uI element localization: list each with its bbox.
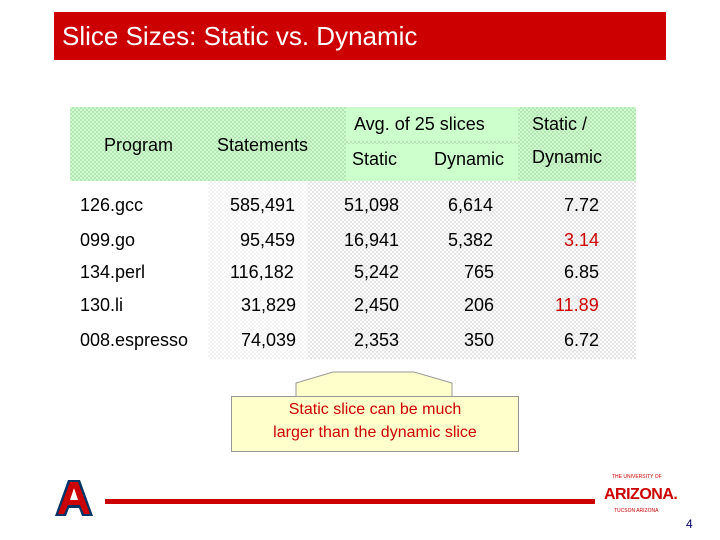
row-1-ratio: 7.72 — [564, 195, 600, 215]
row-5-dynamic: 350 — [464, 330, 495, 350]
row-5-program: 008.espresso — [80, 330, 189, 350]
row-4-dynamic: 206 — [464, 295, 495, 315]
header-dynamic: Dynamic — [434, 149, 505, 169]
row-5-statements: 74,039 — [241, 330, 297, 350]
callout-line-2: larger than the dynamic slice — [273, 424, 477, 441]
row-4-static: 2,450 — [354, 295, 400, 315]
row-3-statements: 116,182 — [230, 262, 294, 282]
row-5-ratio: 6.72 — [564, 330, 600, 350]
header-avg-slices: Avg. of 25 slices — [354, 114, 485, 134]
page-number: 4 — [686, 517, 693, 531]
callout-box: Static slice can be much larger than the… — [231, 396, 519, 452]
row-1-statements: 585,491 — [230, 195, 296, 215]
footer-line — [105, 499, 595, 504]
row-4-ratio: 11.89 — [555, 295, 599, 315]
row-2-statements: 95,459 — [240, 230, 296, 250]
results-table: Program Statements Avg. of 25 slices Sta… — [70, 107, 636, 359]
row-5-static: 2,353 — [354, 330, 400, 350]
statements-column — [208, 181, 308, 359]
header-program: Program — [104, 135, 174, 155]
callout-line-1: Static slice can be much — [288, 401, 462, 418]
avg-group-cell — [346, 107, 518, 141]
row-2-static: 16,941 — [344, 230, 400, 250]
block-a-logo: A — [55, 480, 93, 516]
row-1-static: 51,098 — [344, 195, 400, 215]
ua-wordmark: ARIZONA. — [604, 486, 678, 503]
avg-sub-cell — [346, 144, 518, 181]
row-3-ratio: 6.85 — [564, 262, 600, 282]
row-1-dynamic: 6,614 — [448, 195, 494, 215]
header-statements: Statements — [217, 135, 309, 155]
ua-small-text: THE UNIVERSITY OF — [612, 474, 662, 480]
program-column — [70, 181, 208, 359]
row-3-static: 5,242 — [354, 262, 400, 282]
row-1-program: 126.gcc — [80, 195, 144, 215]
header-static: Static — [352, 149, 398, 169]
ua-city-text: TUCSON ARIZONA — [614, 508, 659, 514]
row-4-program: 130.li — [80, 295, 124, 315]
row-3-program: 134.perl — [80, 262, 146, 282]
row-2-dynamic: 5,382 — [448, 230, 494, 250]
header-ratio-line2: Dynamic — [532, 147, 603, 167]
slide-title: Slice Sizes: Static vs. Dynamic — [62, 21, 418, 51]
row-2-program: 099.go — [80, 230, 136, 250]
row-3-dynamic: 765 — [464, 262, 495, 282]
row-2-ratio: 3.14 — [564, 230, 600, 250]
header-ratio-line1: Static / — [532, 114, 588, 134]
row-4-statements: 31,829 — [241, 295, 297, 315]
title-bar: Slice Sizes: Static vs. Dynamic — [54, 12, 666, 60]
